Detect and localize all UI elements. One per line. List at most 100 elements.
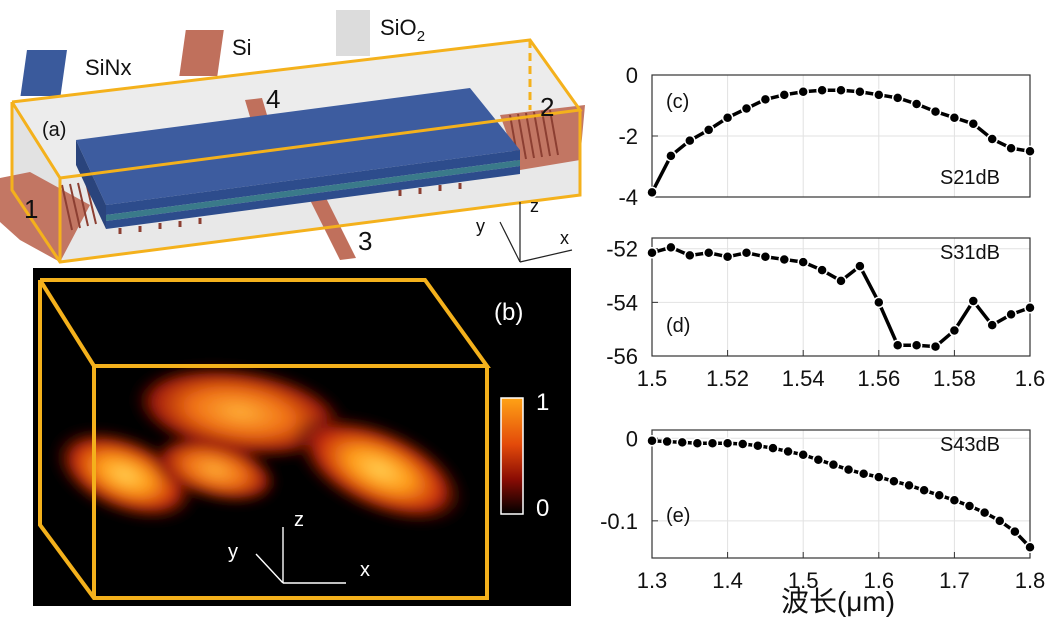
- x-axis-title-wavelength: 波长(μm): [781, 586, 895, 617]
- bottom-grating: [118, 183, 462, 234]
- legend-swatch-si: [179, 30, 224, 76]
- panel-a-tag: (a): [42, 119, 66, 141]
- port-label-3: 3: [358, 226, 372, 256]
- legend-label-sio2: SiO2: [380, 15, 425, 45]
- sinx-layer-3: [106, 166, 520, 229]
- data-point: [929, 340, 942, 353]
- data-point: [691, 437, 704, 449]
- chart-d: -52 -54 -561.5 1.52 1.54 1.56 1.58 1.6 (d) S31dB: [606, 237, 1045, 391]
- data-point: [1024, 541, 1036, 554]
- legend-label-si: Si: [232, 35, 252, 60]
- x-tick-label: 1.6: [1015, 366, 1046, 391]
- field-intensity-blobs: [51, 364, 469, 526]
- data-point: [797, 449, 809, 461]
- data-point: [967, 118, 980, 130]
- data-point: [948, 324, 961, 337]
- x-tick-label: 1.8: [1015, 568, 1046, 593]
- panel-b-tag: (b): [494, 299, 523, 326]
- data-point: [767, 442, 779, 454]
- x-tick-label: 1.4: [712, 568, 743, 593]
- data-point: [918, 484, 930, 497]
- port-label-4: 4: [266, 84, 280, 114]
- series-line: [651, 438, 1032, 549]
- data-point: [1005, 308, 1017, 321]
- series-annotation: S21dB: [940, 167, 1000, 189]
- data-point: [752, 439, 764, 452]
- data-point: [873, 471, 885, 483]
- data-point: [778, 253, 791, 266]
- series-annotation: S31dB: [940, 242, 1000, 264]
- data-point: [812, 453, 825, 466]
- plot-frame: [651, 429, 1031, 559]
- data-point: [854, 86, 866, 98]
- y-tick-label: -4: [618, 185, 638, 210]
- x-tick-label: 1.7: [939, 568, 970, 593]
- data-point: [646, 434, 658, 447]
- data-point: [827, 458, 840, 471]
- data-point: [873, 296, 885, 309]
- data-point: [797, 256, 809, 268]
- port3-waveguide: [310, 198, 356, 260]
- axis-label-y-a: y: [476, 216, 485, 236]
- colorbar-max-label: 1: [536, 389, 549, 416]
- y-tick-label: -56: [606, 344, 638, 369]
- data-point: [702, 124, 715, 136]
- axis-triad-b: [255, 527, 346, 584]
- data-point: [1024, 301, 1036, 314]
- x-tick-label: 1.3: [637, 568, 668, 593]
- y-tick-label: 0: [626, 426, 638, 451]
- x-tick-label: 1.54: [782, 366, 825, 391]
- field-box-outline: [38, 278, 491, 600]
- panel-tag: (c): [666, 91, 689, 113]
- data-point: [903, 479, 915, 492]
- data-point: [948, 111, 961, 124]
- chart-c: 0 -2 -4 (c) S21dB: [618, 63, 1036, 210]
- data-point: [721, 111, 734, 124]
- data-point: [759, 251, 772, 263]
- data-point: [684, 249, 696, 262]
- data-point: [646, 247, 658, 259]
- x-tick-label: 1.5: [637, 366, 668, 391]
- y-tick-label: -54: [606, 290, 638, 315]
- data-point: [933, 489, 946, 501]
- data-point: [721, 251, 734, 263]
- data-point: [816, 264, 828, 276]
- data-point: [736, 438, 749, 450]
- axis-label-z-a: z: [530, 196, 539, 216]
- data-point: [963, 500, 976, 512]
- data-point: [740, 102, 753, 115]
- x-tick-label: 1.5: [788, 568, 819, 593]
- x-tick-label: 1.56: [857, 366, 900, 391]
- port1-waveguide: [0, 172, 90, 262]
- data-point: [910, 98, 923, 110]
- data-point: [986, 133, 998, 145]
- series-annotation: S43dB: [940, 434, 1000, 456]
- data-point: [661, 435, 673, 448]
- colorbar-min-label: 0: [536, 495, 549, 522]
- data-point: [842, 463, 855, 476]
- port2-waveguide: [500, 105, 585, 170]
- data-point: [676, 436, 688, 449]
- axis-label-x-a: x: [560, 228, 569, 248]
- axis-label-y-b: y: [228, 541, 238, 563]
- x-tick-label: 1.6: [864, 568, 895, 593]
- colorbar: [500, 397, 524, 515]
- data-point: [684, 134, 696, 147]
- data-point: [665, 150, 677, 162]
- data-point: [759, 93, 772, 106]
- data-point: [854, 260, 866, 272]
- axis-label-x-b: x: [360, 559, 370, 581]
- legend-label-sinx: SiNx: [85, 55, 131, 80]
- data-point: [816, 84, 828, 96]
- data-point: [857, 468, 870, 480]
- data-point: [1005, 142, 1017, 154]
- data-point: [797, 86, 809, 98]
- chart-e: 0 -0.1 1.3 1.4 1.5 1.6 1.7 1.8 (e) S43dB: [600, 426, 1045, 593]
- sinx-layer-2: [106, 160, 520, 221]
- data-point: [782, 445, 794, 458]
- y-tick-label: 0: [626, 63, 638, 88]
- data-point: [986, 319, 998, 331]
- sinx-layer-1: [106, 150, 520, 215]
- data-point: [873, 89, 885, 101]
